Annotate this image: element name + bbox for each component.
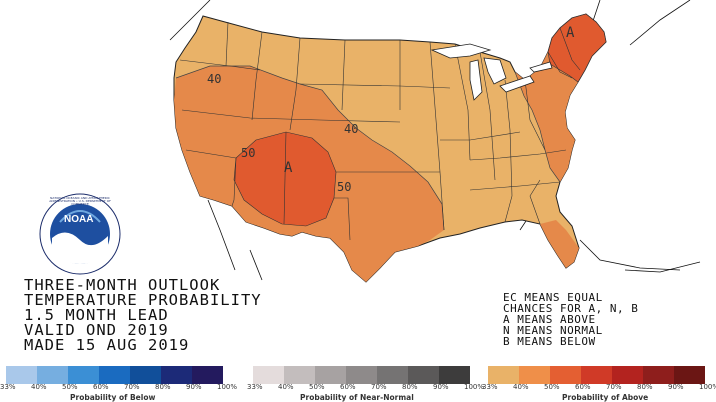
contour-label-a-northeast: A <box>566 25 575 41</box>
colorbar-above-tick-6: 90% <box>668 383 684 391</box>
legend-line-2: CHANCES FOR A, N, B <box>503 302 639 315</box>
colorbar-normal-swatch-2 <box>315 366 346 384</box>
legend-line-5: B MEANS BELOW <box>503 335 596 348</box>
colorbar-normal-swatch-1 <box>284 366 315 384</box>
colorbar-below-swatch-3 <box>99 366 130 384</box>
title-line-2: TEMPERATURE PROBABILITY <box>24 291 262 309</box>
colorbar-below-tick-4: 70% <box>124 383 140 391</box>
colorbar-normal-tick-6: 90% <box>433 383 449 391</box>
colorbar-normal-label: Probability of Near-Normal <box>300 393 414 402</box>
colorbar-below-swatch-0 <box>6 366 37 384</box>
title-line-4: VALID OND 2019 <box>24 321 169 339</box>
colorbar-below-tick-3: 60% <box>93 383 109 391</box>
legend-line-4: N MEANS NORMAL <box>503 324 603 337</box>
colorbar-below-label: Probability of Below <box>70 393 156 402</box>
colorbar-above-swatches <box>488 366 705 384</box>
colorbar-normal-tick-7: 100% <box>464 383 485 391</box>
colorbar-above-swatch-2 <box>550 366 581 384</box>
colorbar-below-tick-7: 100% <box>217 383 238 391</box>
colorbar-above-tick-4: 70% <box>606 383 622 391</box>
colorbar-below-tick-2: 50% <box>62 383 78 391</box>
contour-label-a-southwest: A <box>284 160 293 176</box>
colorbar-below-swatches <box>6 366 223 384</box>
colorbar-normal-tick-3: 60% <box>340 383 356 391</box>
colorbar-normal-tick-4: 70% <box>371 383 387 391</box>
colorbar-above-tick-1: 40% <box>513 383 529 391</box>
noaa-logo-text: NOAA <box>64 214 94 225</box>
colorbar-normal-tick-1: 40% <box>278 383 294 391</box>
colorbar-above-tick-7: 100% <box>699 383 716 391</box>
legend-line-3: A MEANS ABOVE <box>503 313 596 326</box>
colorbar-above-tick-0: 33% <box>482 383 498 391</box>
colorbar-above-swatch-6 <box>674 366 705 384</box>
contours <box>175 65 561 231</box>
colorbar-below-tick-1: 40% <box>31 383 47 391</box>
colorbar-above-tick-2: 50% <box>544 383 560 391</box>
colorbar-above-tick-3: 60% <box>575 383 591 391</box>
colorbar-below-swatch-4 <box>130 366 161 384</box>
colorbar-normal-tick-5: 80% <box>402 383 418 391</box>
colorbar-below-swatch-6 <box>192 366 223 384</box>
colorbar-normal-swatch-6 <box>439 366 470 384</box>
colorbar-above-swatch-4 <box>612 366 643 384</box>
colorbar-above-swatch-1 <box>519 366 550 384</box>
colorbar-below-swatch-5 <box>161 366 192 384</box>
noaa-logo <box>39 193 121 275</box>
contour-label-50-south: 50 <box>337 180 352 194</box>
colorbar-below-swatch-1 <box>37 366 68 384</box>
colorbar-normal-swatch-0 <box>253 366 284 384</box>
title-line-3: 1.5 MONTH LEAD <box>24 306 169 324</box>
colorbar-normal-swatch-4 <box>377 366 408 384</box>
contour-label-40-west: 40 <box>207 72 222 86</box>
colorbar-above-swatch-5 <box>643 366 674 384</box>
title-line-5: MADE 15 AUG 2019 <box>24 336 190 354</box>
above-50-ne-region <box>547 13 607 83</box>
title-line-1: THREE-MONTH OUTLOOK <box>24 276 221 294</box>
colorbar-normal-swatches <box>253 366 470 384</box>
noaa-logo-ring-text: NATIONAL OCEANIC AND ATMOSPHERIC ADMINIS… <box>49 196 111 206</box>
colorbar-normal-tick-0: 33% <box>247 383 263 391</box>
colorbar-normal-swatch-5 <box>408 366 439 384</box>
colorbar-below-tick-0: 33% <box>0 383 16 391</box>
above-40-southeast-region <box>540 220 579 268</box>
colorbar-below-tick-5: 80% <box>155 383 171 391</box>
colorbar-above-swatch-0 <box>488 366 519 384</box>
colorbar-above-swatch-3 <box>581 366 612 384</box>
colorbar-below-swatch-2 <box>68 366 99 384</box>
state-borders <box>179 21 581 241</box>
colorbar-normal-swatch-3 <box>346 366 377 384</box>
contour-label-50-west: 50 <box>241 146 256 160</box>
colorbar-normal-tick-2: 50% <box>309 383 325 391</box>
legend-line-1: EC MEANS EQUAL <box>503 291 603 304</box>
colorbar-below-tick-6: 90% <box>186 383 202 391</box>
colorbar-above-label: Probability of Above <box>562 393 649 402</box>
contour-label-40-central: 40 <box>344 122 359 136</box>
colorbar-above-tick-5: 80% <box>637 383 653 391</box>
great-lakes <box>430 43 553 101</box>
